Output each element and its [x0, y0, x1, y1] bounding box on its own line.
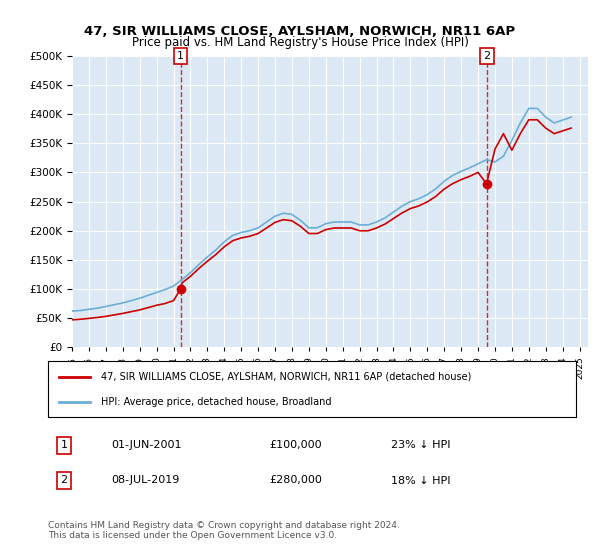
- Text: 01-JUN-2001: 01-JUN-2001: [112, 440, 182, 450]
- Text: HPI: Average price, detached house, Broadland: HPI: Average price, detached house, Broa…: [101, 396, 331, 407]
- Text: £280,000: £280,000: [270, 475, 323, 486]
- Text: 08-JUL-2019: 08-JUL-2019: [112, 475, 180, 486]
- Text: 18% ↓ HPI: 18% ↓ HPI: [391, 475, 451, 486]
- Text: 47, SIR WILLIAMS CLOSE, AYLSHAM, NORWICH, NR11 6AP: 47, SIR WILLIAMS CLOSE, AYLSHAM, NORWICH…: [85, 25, 515, 38]
- Text: 23% ↓ HPI: 23% ↓ HPI: [391, 440, 451, 450]
- Text: 2: 2: [483, 51, 490, 61]
- Text: Contains HM Land Registry data © Crown copyright and database right 2024.
This d: Contains HM Land Registry data © Crown c…: [48, 521, 400, 540]
- Text: 47, SIR WILLIAMS CLOSE, AYLSHAM, NORWICH, NR11 6AP (detached house): 47, SIR WILLIAMS CLOSE, AYLSHAM, NORWICH…: [101, 372, 471, 382]
- Text: £100,000: £100,000: [270, 440, 322, 450]
- Text: Price paid vs. HM Land Registry's House Price Index (HPI): Price paid vs. HM Land Registry's House …: [131, 36, 469, 49]
- Text: 1: 1: [177, 51, 184, 61]
- Text: 2: 2: [60, 475, 67, 486]
- Text: 1: 1: [61, 440, 67, 450]
